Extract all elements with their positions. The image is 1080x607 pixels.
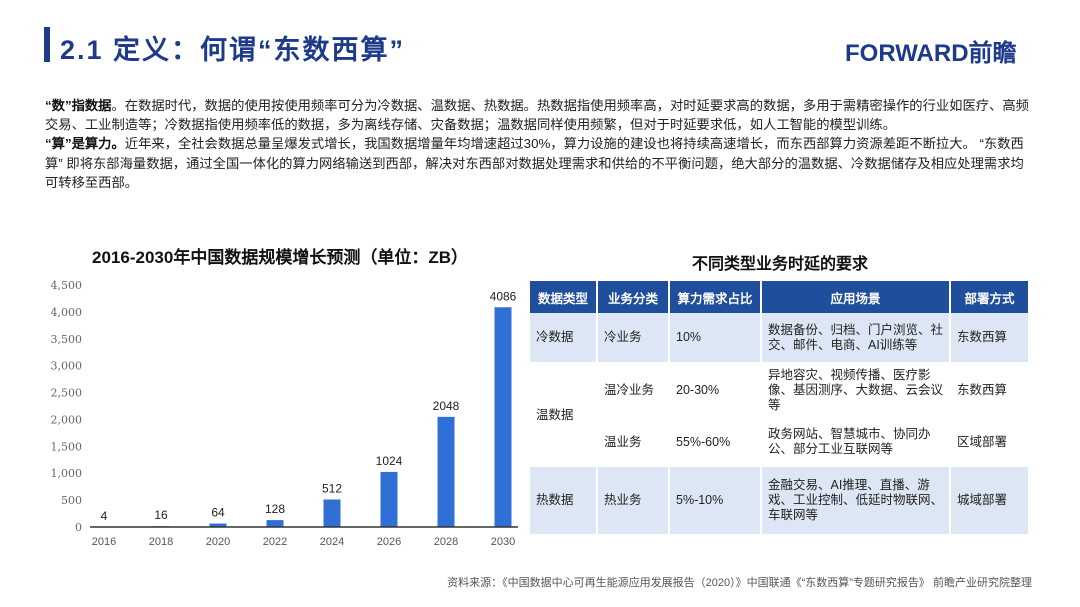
- cell: 10%: [669, 313, 762, 363]
- cell: 异地容灾、视频传播、医疗影像、基因测序、大数据、云会议等: [761, 362, 951, 417]
- y-tick-label: 3,000: [51, 360, 83, 373]
- cell: 数据备份、归档、门户浏览、社交、邮件、电商、AI训练等: [761, 313, 951, 363]
- cell: 东数西算: [950, 362, 1030, 417]
- cell: 热数据: [530, 467, 598, 534]
- y-tick-label: 3,500: [51, 333, 83, 346]
- data-label: 512: [322, 481, 342, 495]
- x-tick-label: 2026: [377, 536, 401, 548]
- paragraph-data: “数”指数据。在数据时代，数据的使用按使用频率可分为冷数据、温数据、热数据。热数…: [45, 96, 1035, 134]
- y-tick-label: 0: [75, 521, 82, 534]
- bar: [266, 520, 284, 527]
- title-accent-bar: [44, 27, 50, 62]
- x-tick-label: 2018: [149, 536, 173, 548]
- bar: [494, 307, 512, 527]
- x-tick-label: 2016: [92, 536, 116, 548]
- cell: 冷业务: [597, 313, 670, 363]
- y-tick-label: 500: [61, 494, 82, 507]
- cell: 热业务: [597, 467, 670, 534]
- paragraph-lead: “算”是算力。: [45, 136, 125, 152]
- cell: 金融交易、AI推理、直播、游戏、工业控制、低延时物联网、车联网等: [761, 467, 951, 534]
- table-header: 数据类型 业务分类 算力需求占比 应用场景 部署方式: [530, 281, 1030, 313]
- col-header: 数据类型: [530, 281, 598, 313]
- cell: 温数据: [530, 362, 598, 467]
- x-tick-label: 2022: [263, 536, 287, 548]
- forward-logo: FORWARD前瞻: [845, 40, 1017, 67]
- y-tick-label: 4,500: [51, 279, 83, 292]
- bar: [437, 416, 455, 527]
- cell: 冷数据: [530, 313, 598, 363]
- table-row: 冷数据 冷业务 10% 数据备份、归档、门户浏览、社交、邮件、电商、AI训练等 …: [530, 313, 1030, 363]
- x-tick-label: 2020: [206, 536, 230, 548]
- paragraph-text: 近年来，全社会数据总量呈爆发式增长，我国数据增量年均增速超过30%，算力设施的建…: [45, 136, 1024, 190]
- cell: 55%-60%: [669, 417, 762, 467]
- x-tick-label: 2024: [320, 536, 344, 548]
- cell: 城域部署: [950, 467, 1030, 534]
- cell: 东数西算: [950, 313, 1030, 363]
- data-label: 16: [154, 508, 168, 522]
- bar: [209, 523, 227, 527]
- data-label: 4: [101, 509, 108, 523]
- bar: [323, 499, 341, 527]
- source-note: 资料来源：《中国数据中心可再生能源应用发展报告（2020）》中国联通《“东数西算…: [447, 577, 1032, 589]
- data-label: 128: [265, 502, 285, 516]
- data-label: 1024: [376, 454, 403, 468]
- paragraph-compute: “算”是算力。近年来，全社会数据总量呈爆发式增长，我国数据增量年均增速超过30%…: [45, 134, 1035, 192]
- col-header: 部署方式: [950, 281, 1030, 313]
- y-tick-label: 1,500: [51, 440, 83, 453]
- cell: 5%-10%: [669, 467, 762, 534]
- body-text: “数”指数据。在数据时代，数据的使用按使用频率可分为冷数据、温数据、热数据。热数…: [45, 96, 1035, 192]
- col-header: 业务分类: [597, 281, 670, 313]
- cell: 政务网站、智慧城市、协同办公、部分工业互联网等: [761, 417, 951, 467]
- table-title: 不同类型业务时延的要求: [691, 256, 868, 273]
- data-label: 2048: [433, 399, 460, 413]
- chart-title: 2016-2030年中国数据规模增长预测（单位：ZB）: [92, 248, 468, 267]
- table-row: 热数据 热业务 5%-10% 金融交易、AI推理、直播、游戏、工业控制、低延时物…: [530, 467, 1030, 534]
- y-tick-label: 1,000: [51, 467, 83, 480]
- paragraph-lead: “数”指数据: [45, 98, 112, 113]
- paragraph-text: 。在数据时代，数据的使用按使用频率可分为冷数据、温数据、热数据。热数据指使用频率…: [45, 98, 1029, 133]
- bar: [380, 471, 398, 527]
- data-label: 64: [211, 506, 225, 520]
- y-tick-label: 2,000: [51, 413, 83, 426]
- cell: 温冷业务: [597, 362, 670, 417]
- cell: 区域部署: [950, 417, 1030, 467]
- x-tick-label: 2030: [491, 536, 515, 548]
- y-tick-label: 4,000: [51, 306, 83, 319]
- cell: 20-30%: [669, 362, 762, 417]
- data-label: 4086: [490, 289, 517, 303]
- x-tick-label: 2028: [434, 536, 458, 548]
- table-row: 温业务 55%-60% 政务网站、智慧城市、协同办公、部分工业互联网等 区域部署: [530, 417, 1030, 467]
- latency-table: 数据类型 业务分类 算力需求占比 应用场景 部署方式 冷数据 冷业务 10% 数…: [530, 281, 1030, 534]
- table-row: 温数据 温冷业务 20-30% 异地容灾、视频传播、医疗影像、基因测序、大数据、…: [530, 362, 1030, 467]
- page-title: 2.1 定义：何谓“东数西算”: [60, 35, 406, 65]
- col-header: 算力需求占比: [669, 281, 762, 313]
- cell: 温业务: [597, 417, 670, 467]
- y-tick-label: 2,500: [51, 387, 83, 400]
- col-header: 应用场景: [761, 281, 951, 313]
